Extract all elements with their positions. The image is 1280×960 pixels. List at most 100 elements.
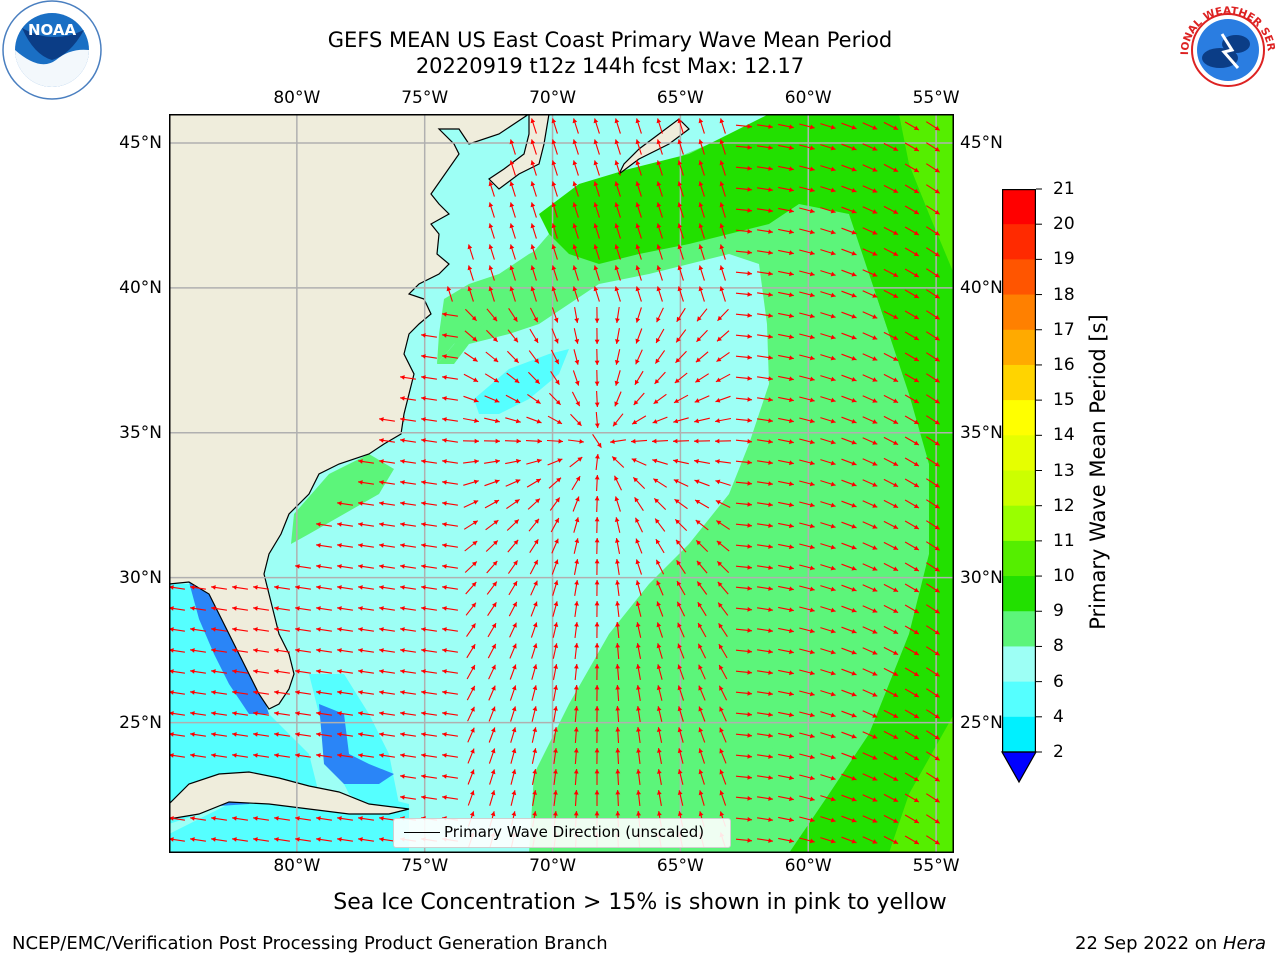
colorbar-tick-label: 16 — [1053, 354, 1075, 375]
wave-arrow-head — [893, 125, 899, 130]
wave-arrow-head — [295, 627, 300, 632]
wave-arrow-head — [614, 160, 620, 166]
wave-arrow-head — [379, 648, 384, 653]
wave-arrow-head — [614, 244, 620, 250]
wave-arrow-head — [253, 669, 258, 674]
wave-arrow-head — [652, 458, 658, 464]
wave-arrow-head — [511, 790, 517, 796]
wave-arrow-head — [190, 753, 195, 758]
colorbar-tick-label: 12 — [1053, 495, 1075, 516]
wave-arrow-head — [442, 774, 447, 779]
wave-arrow-head — [532, 811, 537, 816]
wave-arrow-head — [379, 837, 384, 842]
wave-arrow-head — [635, 359, 640, 365]
wave-arrow-head — [789, 250, 794, 256]
wave-arrow-head — [474, 459, 479, 464]
wave-arrow-head — [934, 839, 940, 845]
wave-arrow-head — [574, 359, 580, 365]
wave-arrow-head — [442, 669, 447, 674]
wave-arrow-head — [934, 755, 940, 761]
wave-arrow-head — [830, 565, 836, 571]
wave-arrow-head — [594, 664, 600, 669]
wave-arrow-head — [593, 265, 599, 271]
wave-direction-arrows — [169, 118, 940, 849]
wave-arrow-head — [635, 580, 641, 586]
wave-arrow-head — [851, 671, 857, 676]
lat-tick-label: 40°N — [119, 277, 162, 298]
wave-arrow-head — [656, 118, 662, 124]
wave-arrow-head — [809, 355, 815, 361]
wave-arrow-head — [656, 685, 662, 691]
wave-arrow-head — [594, 580, 600, 585]
wave-arrow-head — [893, 629, 899, 634]
wave-arrow-head — [677, 244, 683, 250]
wave-arrow-head — [656, 265, 662, 271]
wave-arrow-head — [636, 664, 641, 669]
wave-arrow-head — [534, 518, 539, 524]
wave-arrow-head — [635, 601, 641, 607]
wave-arrow-head — [509, 202, 515, 208]
wave-arrow-head — [768, 796, 773, 801]
wave-arrow-head — [809, 418, 815, 424]
wave-arrow-head — [719, 665, 724, 670]
wave-arrow-head — [492, 336, 498, 342]
wave-arrow-head — [379, 522, 384, 527]
wave-arrow-head — [594, 706, 600, 711]
wave-arrow-head — [316, 522, 321, 527]
wave-arrow-head — [169, 690, 174, 695]
wave-arrow-head — [594, 622, 600, 627]
wave-arrow-head — [513, 337, 518, 343]
wave-arrow-head — [673, 418, 679, 424]
wave-arrow-head — [442, 459, 447, 464]
wave-arrow-head — [232, 585, 237, 590]
colorbar — [1000, 188, 1042, 784]
wave-arrow-head — [830, 775, 836, 781]
wave-arrow-head — [893, 167, 899, 172]
wave-arrow-head — [719, 286, 725, 292]
wave-arrow-head — [677, 139, 683, 145]
wave-arrow-head — [316, 564, 321, 569]
wave-arrow-head — [768, 523, 773, 528]
wave-arrow-head — [809, 187, 815, 193]
wave-arrow-head — [515, 479, 521, 484]
wave-arrow-head — [634, 497, 639, 503]
wave-arrow-head — [295, 606, 300, 611]
period-zone-11-12-south — [889, 714, 954, 853]
wave-arrow-head — [830, 439, 836, 445]
wave-arrow-head — [768, 250, 773, 255]
wave-arrow-head — [492, 581, 497, 587]
wave-arrow-head — [211, 711, 216, 716]
wave-arrow-head — [934, 419, 940, 425]
wave-arrow-head — [400, 711, 405, 716]
wave-arrow-head — [295, 585, 300, 590]
wave-arrow-head — [337, 585, 342, 590]
wave-arrow-head — [594, 559, 600, 564]
wave-arrow-head — [532, 685, 538, 691]
wave-arrow-head — [789, 355, 794, 361]
wave-arrow-head — [574, 380, 580, 386]
wave-arrow-head — [696, 560, 702, 566]
wave-arrow-head — [934, 398, 940, 404]
wave-arrow-head — [809, 292, 815, 298]
wave-arrow-head — [718, 623, 723, 629]
wave-arrow-head — [530, 244, 536, 250]
wave-arrow-head — [421, 585, 426, 590]
wave-arrow-head — [421, 333, 426, 338]
wave-arrow-head — [893, 503, 899, 508]
lat-tick-label: 35°N — [119, 422, 162, 443]
wave-arrow-head — [913, 314, 919, 319]
wave-arrow-head — [572, 160, 578, 166]
wave-arrow-head — [809, 712, 815, 718]
wave-arrow-head — [574, 664, 579, 669]
wave-arrow-head — [675, 519, 681, 525]
wave-arrow-head — [573, 769, 579, 774]
wave-arrow-head — [893, 335, 899, 340]
wave-arrow-head — [747, 586, 752, 591]
wave-arrow-head — [442, 732, 447, 737]
wave-arrow-head — [593, 244, 599, 250]
wave-arrow-head — [379, 669, 384, 674]
wave-arrow-head — [768, 145, 773, 150]
wave-arrow-head — [677, 748, 683, 754]
wave-arrow-head — [512, 643, 517, 649]
wave-arrow-head — [337, 732, 342, 737]
